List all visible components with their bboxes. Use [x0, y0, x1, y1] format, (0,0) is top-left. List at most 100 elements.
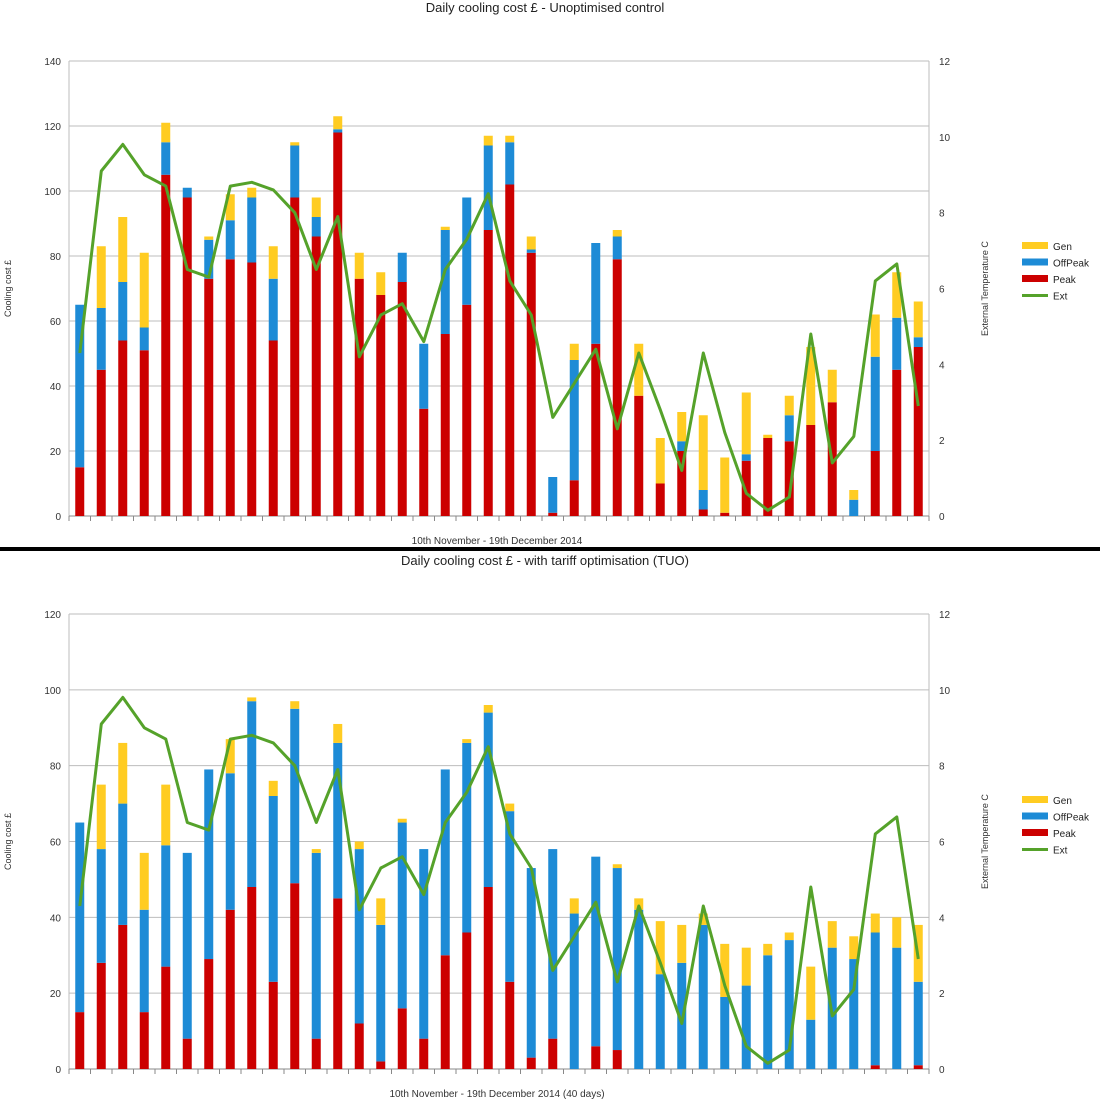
y2-tick-label: 4: [939, 913, 945, 924]
bar-gen: [311, 849, 321, 853]
bar-gen: [376, 898, 386, 925]
y-tick-label: 20: [50, 989, 62, 1000]
bar-peak: [290, 197, 300, 516]
bar-gen: [290, 701, 300, 709]
bar-gen: [569, 898, 579, 914]
bar-gen: [139, 852, 149, 910]
bar-peak: [397, 1008, 407, 1069]
bar-peak: [376, 1061, 386, 1069]
chart-1: Daily cooling cost £ - Unoptimised contr…: [3, 0, 1090, 547]
bar-gen: [161, 784, 171, 846]
bar-peak: [118, 924, 128, 1069]
y2-axis-label: External Temperature C: [980, 241, 990, 336]
bar-offpeak: [419, 849, 429, 1039]
bar-offpeak: [720, 996, 730, 1069]
bar-gen: [720, 457, 730, 513]
bar-gen: [634, 898, 644, 910]
bar-offpeak: [849, 959, 859, 1069]
y-tick-label: 40: [50, 382, 62, 393]
bar-offpeak: [139, 327, 149, 351]
bar-peak: [505, 981, 515, 1069]
bar-offpeak: [505, 142, 515, 185]
y-tick-label: 80: [50, 252, 62, 263]
bar-offpeak: [892, 317, 902, 370]
bar-peak: [741, 460, 751, 516]
bar-peak: [892, 369, 902, 516]
bar-peak: [182, 1038, 192, 1069]
bar-gen: [849, 490, 859, 500]
y-axis-label: Cooling cost £: [3, 260, 13, 317]
bar-offpeak: [634, 909, 644, 1069]
bar-gen: [720, 943, 730, 997]
y2-tick-label: 12: [939, 57, 951, 68]
gridlines: [69, 613, 929, 1070]
y-tick-label: 80: [50, 762, 62, 773]
bar-gen: [225, 739, 235, 774]
bar-peak: [311, 1038, 321, 1069]
bar-peak: [96, 369, 106, 516]
y-tick-label: 100: [44, 187, 61, 198]
chart-2: Daily cooling cost £ - with tariff optim…: [3, 553, 1090, 1100]
ext-line: [78, 142, 920, 512]
bar-gen: [505, 803, 515, 812]
bar-peak: [483, 230, 493, 516]
y2-axis-label: External Temperature C: [980, 794, 990, 889]
bar-peak: [204, 278, 214, 516]
bar-offpeak: [290, 145, 300, 198]
bar-offpeak: [677, 441, 687, 451]
bar-offpeak: [526, 868, 536, 1058]
bar-gen: [870, 314, 880, 357]
legend-swatch-peak: [1022, 275, 1048, 282]
bar-peak: [698, 509, 708, 516]
bar-offpeak: [870, 932, 880, 1066]
bar-gen: [161, 122, 171, 143]
bar-offpeak: [268, 278, 278, 341]
bar-gen: [526, 236, 536, 250]
bar-peak: [913, 347, 923, 516]
bar-gen: [741, 947, 751, 986]
bar-peak: [784, 441, 794, 516]
y-tick-label: 120: [44, 122, 61, 133]
bars: [75, 116, 923, 516]
legend-label: Ext: [1053, 292, 1068, 303]
bar-offpeak: [397, 822, 407, 1009]
bar-offpeak: [548, 477, 558, 513]
bar-offpeak: [698, 924, 708, 1069]
legend-label: Peak: [1053, 829, 1077, 840]
bar-peak: [440, 334, 450, 516]
x-axis-label: 10th November - 19th December 2014 (40 d…: [389, 1089, 604, 1100]
bar-offpeak: [96, 849, 106, 963]
bar-offpeak: [182, 187, 192, 198]
bar-offpeak: [440, 769, 450, 956]
bar-gen: [763, 434, 773, 438]
bar-offpeak: [591, 243, 601, 344]
bar-gen: [204, 236, 214, 240]
bar-gen: [311, 197, 321, 217]
bar-gen: [268, 246, 278, 279]
bar-gen: [698, 415, 708, 490]
y2-tick-label: 6: [939, 285, 945, 296]
bar-gen: [569, 343, 579, 360]
bar-offpeak: [161, 142, 171, 175]
bar-offpeak: [75, 822, 85, 1013]
bar-peak: [75, 467, 85, 516]
y2-tick-label: 0: [939, 1065, 945, 1076]
bar-offpeak: [96, 308, 106, 370]
bar-offpeak: [913, 981, 923, 1066]
bars: [75, 697, 923, 1069]
legend: Gen OffPeak Peak Ext: [1022, 242, 1090, 303]
bar-peak: [634, 395, 644, 516]
bar-offpeak: [763, 955, 773, 1069]
bar-peak: [376, 295, 386, 516]
bar-offpeak: [741, 454, 751, 461]
bar-offpeak: [397, 252, 407, 282]
bar-gen: [247, 697, 257, 702]
bar-offpeak: [612, 236, 622, 260]
bar-gen: [505, 135, 515, 143]
bar-peak: [462, 932, 472, 1069]
bar-peak: [333, 132, 343, 516]
bar-offpeak: [569, 360, 579, 481]
bar-peak: [354, 1023, 364, 1069]
y2-tick-label: 12: [939, 610, 951, 621]
y-tick-label: 40: [50, 913, 62, 924]
